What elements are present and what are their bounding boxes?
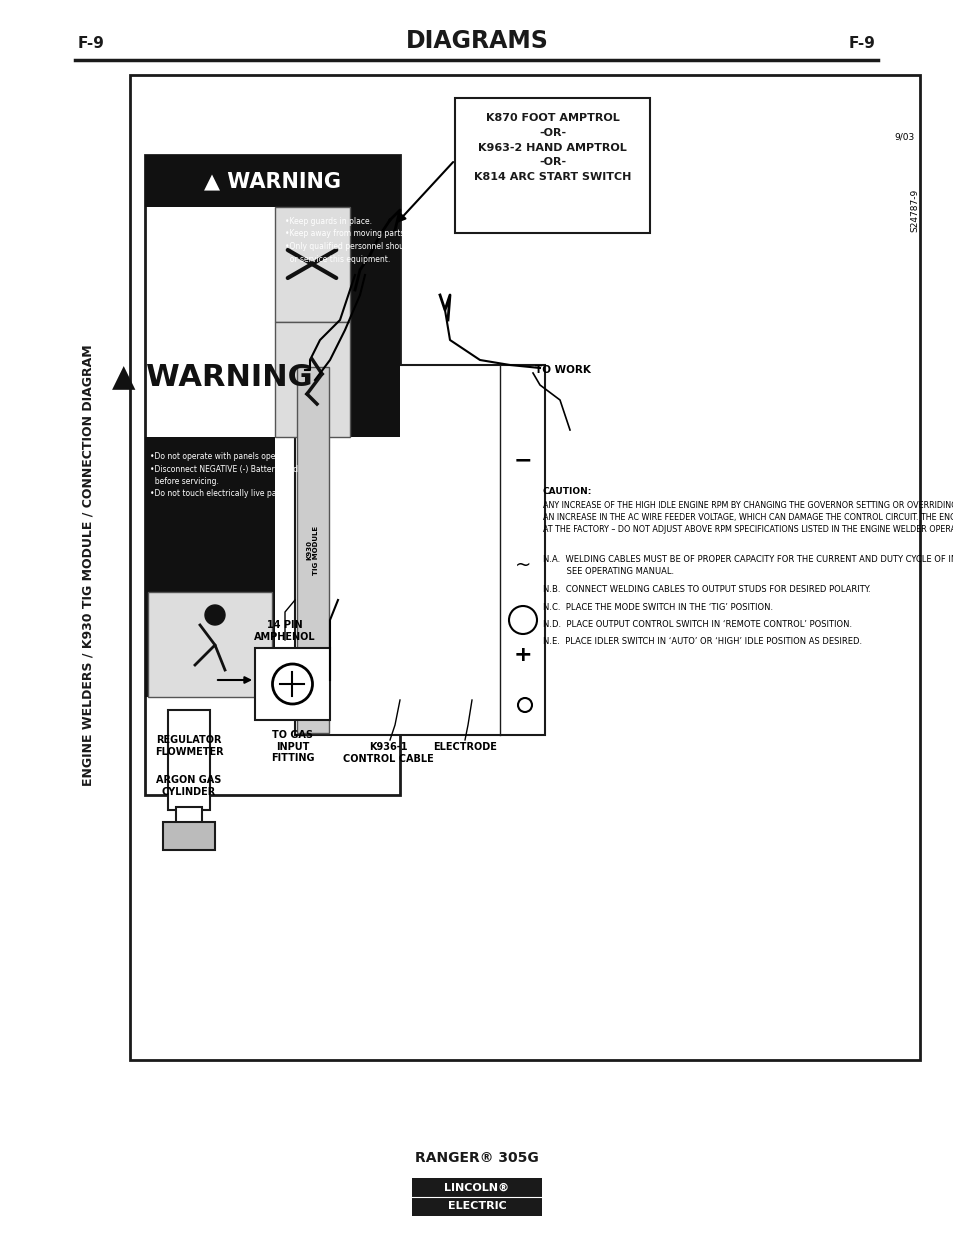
Text: −: −	[513, 450, 532, 471]
Bar	[254, 648, 330, 720]
Bar	[294, 366, 544, 735]
Text: RANGER® 305G: RANGER® 305G	[415, 1151, 538, 1165]
Bar	[296, 367, 329, 734]
Bar	[148, 592, 272, 697]
Bar	[455, 98, 649, 233]
Bar	[145, 437, 274, 697]
Bar	[274, 207, 350, 322]
Bar	[168, 710, 210, 810]
Bar	[280, 207, 399, 437]
Text: N.D.  PLACE OUTPUT CONTROL SWITCH IN ‘REMOTE CONTROL’ POSITION.: N.D. PLACE OUTPUT CONTROL SWITCH IN ‘REM…	[542, 620, 851, 629]
Circle shape	[517, 698, 532, 713]
Text: F-9: F-9	[848, 36, 875, 51]
Text: K870 FOOT AMPTROL
-OR-
K963-2 HAND AMPTROL
-OR-
K814 ARC START SWITCH: K870 FOOT AMPTROL -OR- K963-2 HAND AMPTR…	[474, 112, 631, 183]
Text: DIAGRAMS: DIAGRAMS	[405, 28, 548, 53]
Bar	[274, 322, 350, 437]
Text: REGULATOR
FLOWMETER: REGULATOR FLOWMETER	[154, 735, 223, 757]
Text: N.E.  PLACE IDLER SWITCH IN ‘AUTO’ OR ‘HIGH’ IDLE POSITION AS DESIRED.: N.E. PLACE IDLER SWITCH IN ‘AUTO’ OR ‘HI…	[542, 637, 862, 646]
Bar	[412, 1178, 541, 1216]
Text: K936-1
CONTROL CABLE: K936-1 CONTROL CABLE	[342, 742, 433, 763]
Text: ANY INCREASE OF THE HIGH IDLE ENGINE RPM BY CHANGING THE GOVERNOR SETTING OR OVE: ANY INCREASE OF THE HIGH IDLE ENGINE RPM…	[542, 501, 953, 534]
Text: ELECTRODE: ELECTRODE	[433, 742, 497, 752]
Circle shape	[205, 605, 225, 625]
Bar	[130, 75, 919, 1060]
Text: ~: ~	[515, 556, 531, 574]
Text: ▲ WARNING: ▲ WARNING	[204, 170, 340, 191]
Text: •Keep guards in place.
•Keep away from moving parts.
•Only qualified personnel s: •Keep guards in place. •Keep away from m…	[285, 217, 455, 263]
Bar	[145, 156, 399, 795]
Text: N.C.  PLACE THE MODE SWITCH IN THE ‘TIG’ POSITION.: N.C. PLACE THE MODE SWITCH IN THE ‘TIG’ …	[542, 603, 772, 613]
Circle shape	[509, 606, 537, 634]
Text: •Do not operate with panels open.
•Disconnect NEGATIVE (-) Battery lead
  before: •Do not operate with panels open. •Disco…	[150, 452, 297, 499]
Text: 9/03: 9/03	[894, 132, 914, 142]
Text: 14 PIN
AMPHENOL: 14 PIN AMPHENOL	[253, 620, 315, 642]
Text: ENGINE WELDERS / K930 TIG MODULE / CONNECTION DIAGRAM: ENGINE WELDERS / K930 TIG MODULE / CONNE…	[81, 345, 94, 785]
Text: N.A.  WELDING CABLES MUST BE OF PROPER CAPACITY FOR THE CURRENT AND DUTY CYCLE O: N.A. WELDING CABLES MUST BE OF PROPER CA…	[542, 555, 953, 576]
Text: S24787-9: S24787-9	[909, 189, 919, 232]
Text: CAUTION:: CAUTION:	[542, 487, 592, 496]
Text: ARGON GAS
CYLINDER: ARGON GAS CYLINDER	[156, 776, 221, 797]
Bar	[163, 823, 214, 850]
Text: ELECTRIC: ELECTRIC	[447, 1200, 506, 1212]
Text: ▲ WARNING: ▲ WARNING	[112, 363, 313, 391]
Text: +: +	[513, 645, 532, 664]
Text: TO WORK: TO WORK	[535, 366, 590, 375]
Text: •Keep guards in place.
•Keep away from moving parts.
•Only qualified personnel s: •Keep guards in place. •Keep away from m…	[150, 217, 320, 263]
Text: LINCOLN®: LINCOLN®	[444, 1183, 509, 1193]
Circle shape	[273, 664, 313, 704]
Bar	[145, 156, 399, 207]
Bar	[175, 806, 202, 825]
Text: TO GAS
INPUT
FITTING: TO GAS INPUT FITTING	[271, 730, 314, 763]
Text: N.B.  CONNECT WELDING CABLES TO OUTPUT STUDS FOR DESIRED POLARITY.: N.B. CONNECT WELDING CABLES TO OUTPUT ST…	[542, 585, 870, 594]
Text: F-9: F-9	[78, 36, 105, 51]
Text: K930
TIG MODULE: K930 TIG MODULE	[306, 525, 319, 574]
